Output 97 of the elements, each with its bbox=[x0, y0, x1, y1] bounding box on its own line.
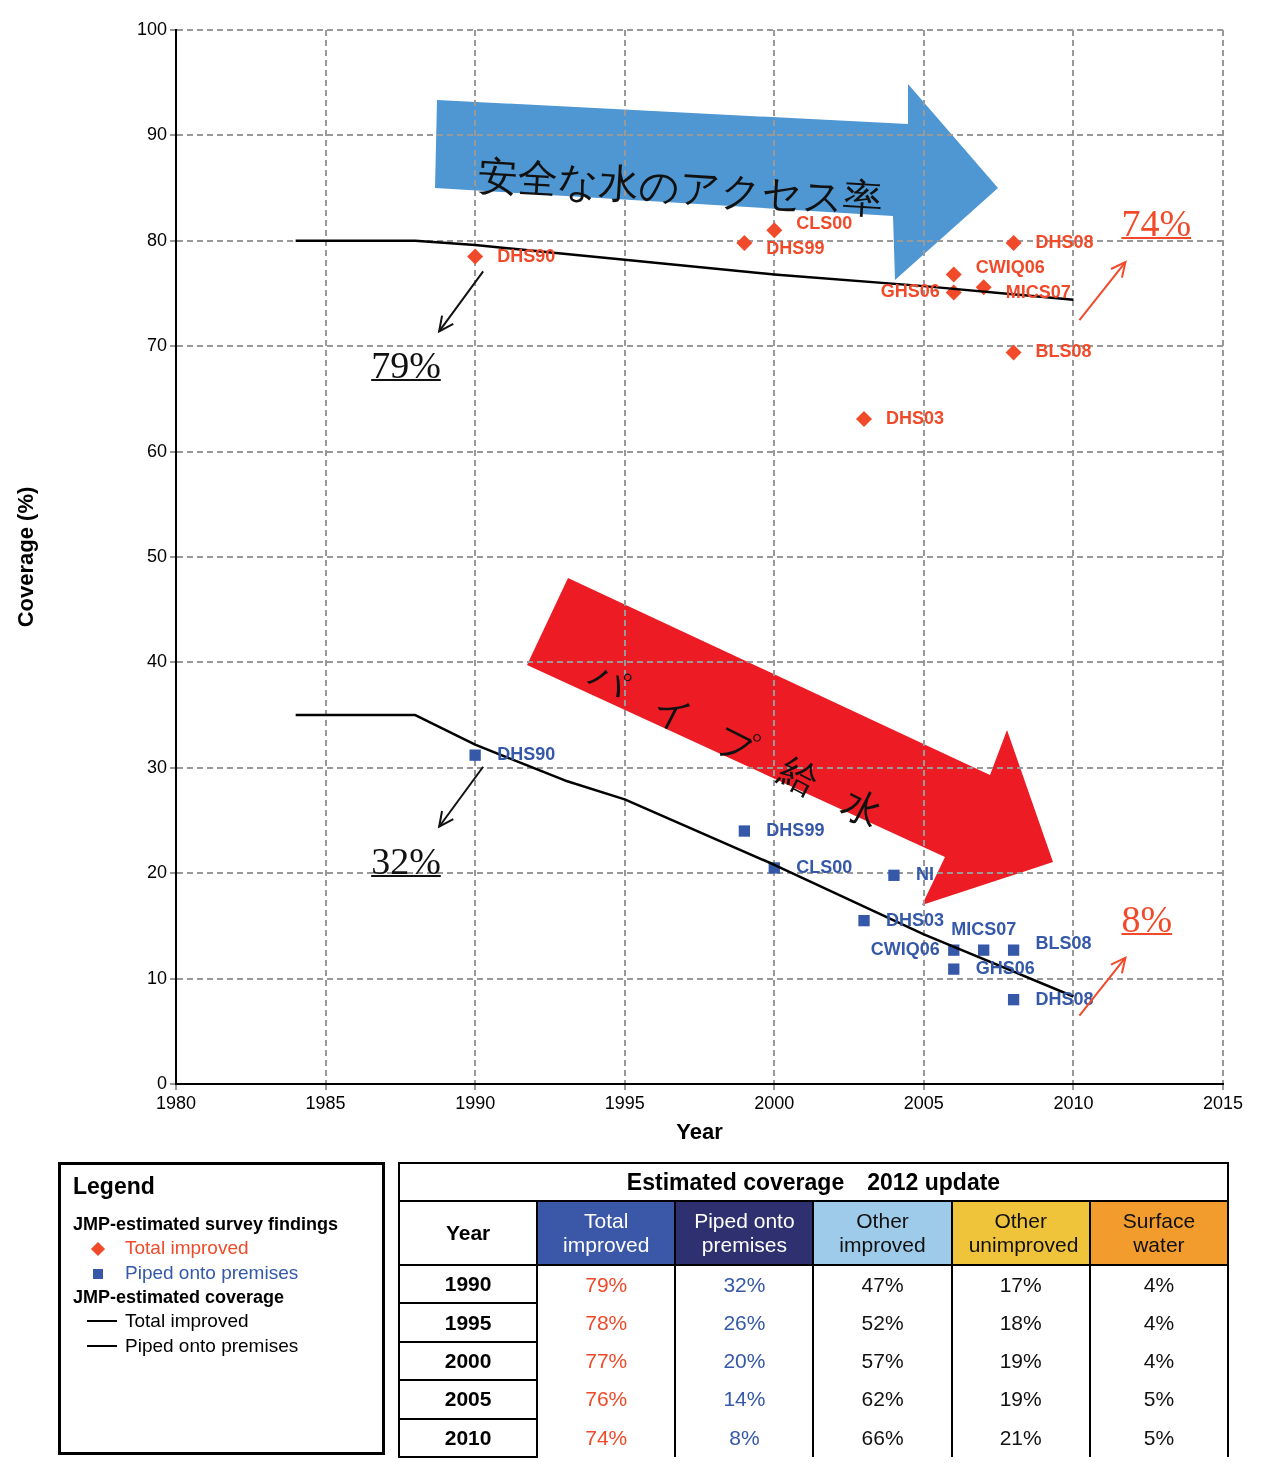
legend-label: Piped onto premises bbox=[125, 1334, 299, 1357]
y-tick-label: 30 bbox=[146, 756, 167, 777]
data-label: 57% bbox=[813, 1341, 952, 1381]
data-label: 4% bbox=[1089, 1265, 1228, 1304]
annotation: DHS99 bbox=[766, 237, 825, 258]
annotation: 8% bbox=[1121, 897, 1173, 940]
annotation: CLS00 bbox=[796, 213, 853, 234]
x-axis-title: Year bbox=[676, 1118, 724, 1144]
x-tick-label: 2010 bbox=[1053, 1092, 1094, 1113]
data-label: 21% bbox=[951, 1418, 1090, 1457]
data-label: 77% bbox=[537, 1341, 676, 1381]
annotation: CLS00 bbox=[796, 856, 853, 877]
annotation: DHS90 bbox=[497, 744, 556, 765]
y-tick-label: 90 bbox=[146, 124, 167, 145]
annotation: BLS08 bbox=[1035, 341, 1092, 362]
chart-title: Estimated coverage 2012 update bbox=[399, 1163, 1228, 1201]
annotation: GHS06 bbox=[880, 281, 940, 302]
x-tick-label: 1985 bbox=[305, 1092, 346, 1113]
data-label: 47% bbox=[813, 1265, 952, 1304]
point bbox=[858, 914, 870, 927]
legend-label: Total improved bbox=[125, 1309, 249, 1332]
data-label: 18% bbox=[951, 1303, 1090, 1342]
y-axis-title: Coverage (%) bbox=[13, 486, 39, 628]
data-label: 62% bbox=[813, 1380, 952, 1419]
y-tick-label: 40 bbox=[146, 651, 167, 672]
point bbox=[1005, 234, 1022, 251]
annotation: DHS08 bbox=[1035, 231, 1094, 252]
data-label: 19% bbox=[951, 1380, 1090, 1419]
data-label: 17% bbox=[951, 1265, 1090, 1304]
y-tick-label: 1990 bbox=[399, 1265, 538, 1304]
text: JMP-estimated coverage bbox=[73, 1287, 286, 1308]
point bbox=[945, 266, 962, 283]
x-tick-label: Piped onto premises bbox=[675, 1201, 814, 1265]
data-label: 5% bbox=[1089, 1418, 1228, 1457]
annotation: DHS03 bbox=[886, 407, 945, 428]
annotation: DHS99 bbox=[766, 820, 825, 841]
y-tick-label: 50 bbox=[146, 545, 167, 566]
point bbox=[856, 410, 873, 427]
data-label: 74% bbox=[537, 1418, 676, 1457]
y-tick-label: 2000 bbox=[399, 1341, 538, 1381]
y-tick-label: 2010 bbox=[399, 1418, 538, 1457]
data-label: 5% bbox=[1089, 1380, 1228, 1419]
y-tick-label: 0 bbox=[156, 1072, 167, 1093]
data-label: 78% bbox=[537, 1303, 676, 1342]
data-label: 32% bbox=[675, 1265, 814, 1304]
legend-label: Piped onto premises bbox=[125, 1261, 299, 1284]
x-tick-label: Total improved bbox=[537, 1201, 676, 1265]
x-tick-label: 2005 bbox=[903, 1092, 944, 1113]
y-tick-label: 70 bbox=[146, 335, 167, 356]
point bbox=[469, 749, 481, 761]
point bbox=[888, 869, 900, 881]
x-tick-label: 2000 bbox=[754, 1092, 795, 1113]
annotation: 32% bbox=[371, 839, 441, 882]
text: JMP-estimated survey findings bbox=[73, 1214, 340, 1235]
y-tick-label: 20 bbox=[146, 862, 167, 883]
data-label: 66% bbox=[813, 1418, 952, 1457]
data-label: 20% bbox=[675, 1341, 814, 1381]
x-tick-label: Other unimproved bbox=[951, 1201, 1090, 1265]
point bbox=[978, 944, 990, 956]
y-tick-label: 2005 bbox=[399, 1380, 538, 1419]
data-label: 52% bbox=[813, 1303, 952, 1342]
data-label: 4% bbox=[1089, 1341, 1228, 1381]
data-label: 79% bbox=[537, 1265, 676, 1304]
y-axis-title: Year bbox=[399, 1201, 538, 1265]
annotation: DHS90 bbox=[497, 245, 556, 266]
y-tick-label: 80 bbox=[146, 229, 167, 250]
y-tick-label: 100 bbox=[136, 18, 167, 39]
data-label: 4% bbox=[1089, 1303, 1228, 1342]
y-tick-label: 10 bbox=[146, 967, 167, 988]
point bbox=[1007, 994, 1020, 1006]
x-tick-label: Surface water bbox=[1089, 1201, 1228, 1265]
x-tick-label: Other improved bbox=[813, 1201, 952, 1265]
data-label: 14% bbox=[675, 1380, 814, 1419]
data-label: 26% bbox=[675, 1303, 814, 1342]
data-label: 8% bbox=[675, 1418, 814, 1457]
point bbox=[1007, 944, 1020, 956]
point bbox=[948, 963, 960, 975]
y-tick-label: 1995 bbox=[399, 1303, 538, 1342]
annotation: CWIQ06 bbox=[975, 257, 1045, 278]
x-tick-label: 1995 bbox=[604, 1092, 645, 1113]
annotation: CWIQ06 bbox=[870, 939, 940, 960]
x-tick-label: 2015 bbox=[1202, 1092, 1244, 1113]
x-tick-label: 1980 bbox=[155, 1092, 197, 1113]
annotation: NI bbox=[915, 864, 934, 885]
annotation: 74% bbox=[1121, 202, 1192, 245]
point bbox=[736, 234, 753, 251]
point bbox=[467, 248, 484, 265]
point bbox=[766, 222, 783, 239]
data-label: 19% bbox=[951, 1341, 1090, 1381]
legend-title: Legend bbox=[73, 1173, 156, 1200]
data-label: 76% bbox=[537, 1380, 676, 1419]
point bbox=[738, 825, 751, 837]
y-tick-label: 60 bbox=[146, 440, 167, 461]
annotation: MICS07 bbox=[951, 919, 1017, 940]
point bbox=[1005, 344, 1022, 361]
annotation: BLS08 bbox=[1035, 933, 1092, 954]
annotation: 79% bbox=[371, 344, 441, 387]
